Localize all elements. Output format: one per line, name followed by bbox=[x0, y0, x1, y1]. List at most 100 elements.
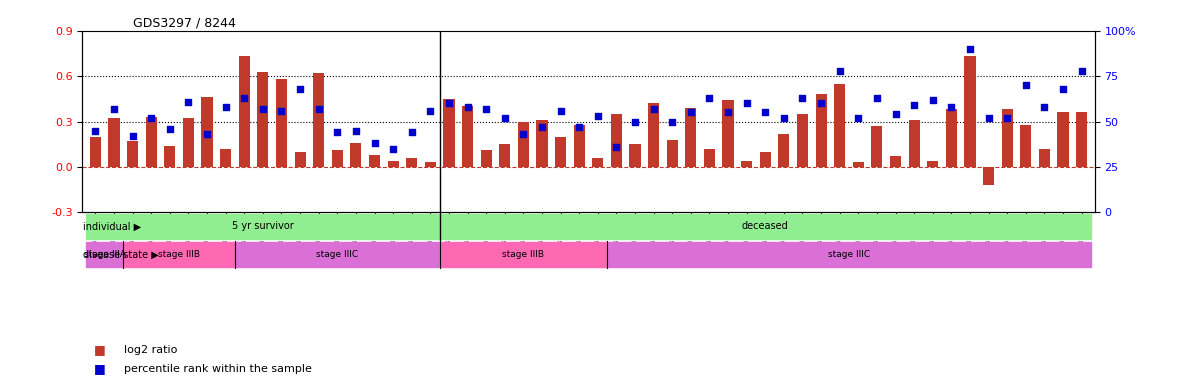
Point bbox=[477, 106, 496, 112]
Point bbox=[551, 108, 570, 114]
Bar bbox=[165, 146, 175, 167]
Bar bbox=[685, 108, 697, 167]
Bar bbox=[573, 124, 585, 167]
Bar bbox=[406, 158, 418, 167]
Bar bbox=[108, 119, 120, 167]
Point bbox=[1017, 82, 1036, 88]
Bar bbox=[89, 137, 101, 167]
Point bbox=[105, 106, 124, 112]
Bar bbox=[239, 56, 250, 167]
Point bbox=[291, 86, 310, 92]
Bar bbox=[440, 242, 607, 267]
Point bbox=[830, 68, 849, 74]
Bar bbox=[797, 114, 809, 167]
Point bbox=[774, 115, 793, 121]
Point bbox=[439, 100, 458, 106]
Bar bbox=[182, 119, 194, 167]
Point bbox=[570, 124, 588, 130]
Bar bbox=[294, 152, 306, 167]
Point bbox=[86, 127, 105, 134]
Bar bbox=[666, 140, 678, 167]
Point bbox=[644, 106, 663, 112]
Point bbox=[179, 98, 198, 104]
Point bbox=[998, 115, 1017, 121]
Point bbox=[886, 111, 905, 118]
Bar bbox=[983, 167, 995, 185]
Bar bbox=[1039, 149, 1050, 167]
Bar bbox=[630, 144, 640, 167]
Text: 5 yr survivor: 5 yr survivor bbox=[232, 222, 294, 232]
Bar bbox=[537, 120, 547, 167]
Text: stage IIIB: stage IIIB bbox=[158, 250, 200, 259]
Point bbox=[384, 146, 403, 152]
Text: stage IIIC: stage IIIC bbox=[827, 250, 870, 259]
Point bbox=[1072, 68, 1091, 74]
Point bbox=[124, 133, 142, 139]
Point bbox=[346, 127, 365, 134]
Bar bbox=[235, 242, 440, 267]
Point bbox=[365, 140, 384, 146]
Point bbox=[867, 95, 886, 101]
Bar bbox=[649, 103, 659, 167]
Bar bbox=[351, 143, 361, 167]
Bar bbox=[1020, 124, 1031, 167]
Point bbox=[1053, 86, 1072, 92]
Point bbox=[458, 104, 477, 110]
Point bbox=[198, 131, 217, 137]
Bar bbox=[258, 71, 268, 167]
Point bbox=[160, 126, 179, 132]
Point bbox=[217, 104, 235, 110]
Point bbox=[1035, 104, 1053, 110]
Bar bbox=[834, 84, 845, 167]
Text: percentile rank within the sample: percentile rank within the sample bbox=[124, 364, 312, 374]
Point bbox=[905, 102, 924, 108]
Bar bbox=[611, 114, 621, 167]
Bar bbox=[871, 126, 883, 167]
Bar bbox=[1002, 109, 1012, 167]
Text: deceased: deceased bbox=[742, 222, 789, 232]
Bar bbox=[607, 242, 1091, 267]
Point bbox=[421, 108, 440, 114]
Text: ■: ■ bbox=[94, 343, 106, 356]
Point bbox=[700, 95, 719, 101]
Point bbox=[793, 95, 812, 101]
Point bbox=[272, 108, 291, 114]
Point bbox=[496, 115, 514, 121]
Bar bbox=[86, 214, 440, 239]
Bar bbox=[127, 141, 138, 167]
Bar bbox=[387, 161, 399, 167]
Point bbox=[663, 118, 681, 124]
Bar bbox=[425, 162, 435, 167]
Point bbox=[403, 129, 421, 136]
Bar bbox=[759, 152, 771, 167]
Text: disease state ▶: disease state ▶ bbox=[82, 250, 159, 260]
Bar bbox=[964, 56, 976, 167]
Bar bbox=[444, 99, 454, 167]
Point bbox=[979, 115, 998, 121]
Point bbox=[141, 115, 160, 121]
Point bbox=[849, 115, 867, 121]
Bar bbox=[592, 158, 604, 167]
Point bbox=[235, 95, 254, 101]
Point bbox=[942, 104, 960, 110]
Text: ■: ■ bbox=[94, 362, 106, 376]
Bar bbox=[927, 161, 938, 167]
Bar bbox=[816, 94, 826, 167]
Bar bbox=[440, 214, 1091, 239]
Point bbox=[812, 100, 831, 106]
Point bbox=[756, 109, 774, 116]
Point bbox=[719, 109, 738, 116]
Text: GDS3297 / 8244: GDS3297 / 8244 bbox=[133, 17, 235, 30]
Point bbox=[532, 124, 551, 130]
Bar bbox=[146, 117, 157, 167]
Point bbox=[626, 118, 645, 124]
Bar bbox=[461, 106, 473, 167]
Bar bbox=[890, 156, 902, 167]
Bar bbox=[332, 150, 343, 167]
Bar bbox=[723, 100, 733, 167]
Bar bbox=[220, 149, 231, 167]
Bar bbox=[368, 155, 380, 167]
Bar bbox=[1076, 113, 1088, 167]
Bar bbox=[275, 79, 287, 167]
Point bbox=[588, 113, 607, 119]
